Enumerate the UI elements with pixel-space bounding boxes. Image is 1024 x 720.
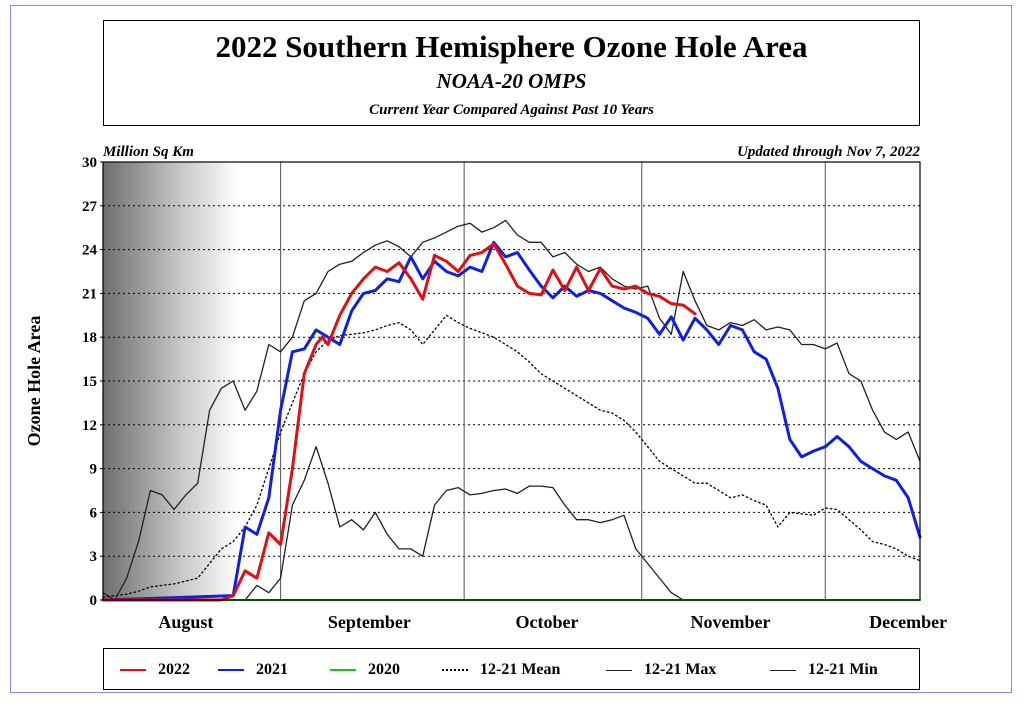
legend-item-min: 12-21 Min	[770, 661, 878, 679]
y-tick-label: 27	[82, 199, 98, 215]
legend-swatch-min	[770, 669, 796, 671]
shaded-region	[103, 162, 240, 600]
x-month-label: September	[328, 612, 411, 632]
legend-swatch-2022	[120, 669, 146, 671]
x-month-label: November	[691, 612, 771, 632]
chart-frame	[10, 5, 1012, 693]
series-line-12-21-mean	[102, 314, 921, 598]
legend-item-max: 12-21 Max	[606, 661, 716, 679]
y-tick-label: 15	[82, 374, 97, 390]
legend-item-2022: 2022	[120, 661, 190, 679]
legend-swatch-2021	[218, 669, 244, 671]
legend-swatch-mean	[442, 669, 468, 671]
series-line-12-21-max	[102, 219, 921, 601]
series-line-2021	[101, 240, 922, 602]
legend-item-mean: 12-21 Mean	[442, 661, 560, 679]
chart-title: 2022 Southern Hemisphere Ozone Hole Area	[215, 29, 808, 64]
y-tick-label: 30	[82, 155, 97, 171]
chart-note: Current Year Compared Against Past 10 Ye…	[369, 102, 654, 118]
legend-label-max: 12-21 Max	[644, 661, 717, 678]
chart-subtitle: NOAA-20 OMPS	[436, 69, 587, 93]
y-tick-label: 3	[90, 549, 98, 565]
title-box: 2022 Southern Hemisphere Ozone Hole Area…	[103, 20, 920, 126]
plot-border	[102, 161, 921, 601]
legend: 2022 2021 2020 12-21 Mean 12-21 Max 12-2…	[103, 648, 920, 690]
y-tick-label: 18	[82, 330, 97, 346]
legend-item-2021: 2021	[218, 661, 288, 679]
x-month-label: October	[516, 612, 579, 632]
series-line-2022	[101, 242, 697, 602]
y-tick-label: 6	[90, 505, 98, 521]
y-tick-label: 9	[90, 462, 98, 478]
y-tick-label: 24	[82, 243, 98, 259]
series-line-12-21-min	[102, 446, 921, 601]
y-axis-label: Ozone Hole Area	[24, 316, 44, 447]
legend-label-mean: 12-21 Mean	[480, 661, 561, 678]
legend-item-2020: 2020	[330, 661, 400, 679]
x-month-label: December	[869, 612, 947, 632]
legend-label-2020: 2020	[368, 661, 400, 678]
legend-swatch-max	[606, 669, 632, 671]
units-label: Million Sq Km	[102, 144, 194, 160]
y-tick-label: 21	[82, 286, 97, 302]
x-month-label: August	[158, 612, 213, 632]
legend-label-min: 12-21 Min	[808, 661, 878, 678]
y-tick-label: 0	[90, 593, 98, 609]
y-tick-label: 12	[82, 418, 97, 434]
legend-swatch-2020	[330, 669, 356, 671]
legend-label-2022: 2022	[158, 661, 190, 678]
legend-label-2021: 2021	[256, 661, 288, 678]
updated-label: Updated through Nov 7, 2022	[737, 144, 920, 160]
